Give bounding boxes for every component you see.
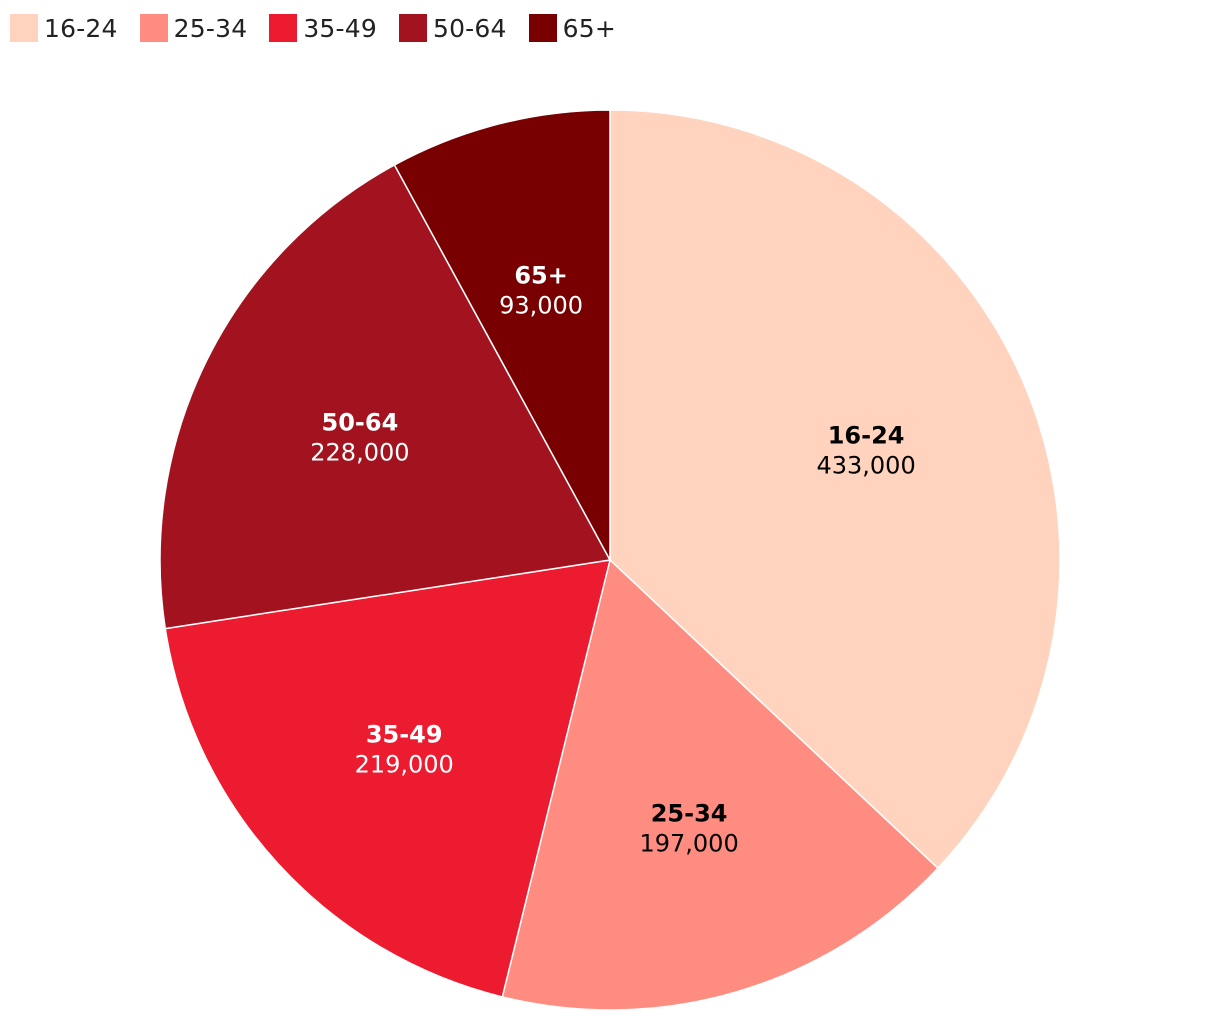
slice-category-label-25-34: 25-34 [651, 800, 728, 828]
legend-item-25-34: 25-34 [139, 13, 248, 43]
slice-value-label-25-34: 197,000 [639, 830, 738, 858]
slice-category-label-35-49: 35-49 [366, 720, 443, 748]
slice-value-label-35-49: 219,000 [355, 750, 454, 778]
legend-swatch-16-24 [10, 14, 38, 42]
pie-slice-35-49 [164, 559, 611, 998]
legend-label-16-24: 16-24 [44, 13, 118, 43]
slice-value-label-65-plus: 93,000 [499, 292, 583, 320]
legend-label-35-49: 35-49 [303, 13, 377, 43]
chart-legend: 16-24 25-34 35-49 50-64 65+ [10, 12, 638, 44]
legend-item-16-24: 16-24 [10, 14, 118, 43]
legend-swatch-25-34 [139, 14, 168, 42]
legend-item-35-49: 35-49 [269, 14, 377, 43]
slice-value-label-50-64: 228,000 [310, 438, 409, 466]
pie-slice-50-64 [159, 163, 612, 630]
slice-category-label-65-plus: 65+ [514, 262, 568, 290]
pie-slice-65-plus [393, 109, 611, 561]
legend-swatch-50-64 [398, 14, 427, 42]
legend-item-50-64: 50-64 [398, 13, 507, 43]
slice-category-label-50-64: 50-64 [322, 408, 399, 436]
slice-category-label-16-24: 16-24 [828, 421, 905, 449]
pie-slice-25-34 [501, 558, 939, 1011]
legend-swatch-35-49 [269, 14, 298, 42]
slice-label-65-plus: 65+93,000 [499, 262, 583, 320]
pie-slice-16-24 [609, 109, 1061, 870]
legend-label-65-plus: 65+ [562, 13, 616, 43]
legend-label-25-34: 25-34 [173, 13, 248, 43]
legend-swatch-65-plus [528, 14, 557, 42]
slice-value-label-16-24: 433,000 [816, 451, 915, 479]
legend-item-65-plus: 65+ [528, 13, 616, 43]
legend-label-50-64: 50-64 [432, 13, 507, 43]
